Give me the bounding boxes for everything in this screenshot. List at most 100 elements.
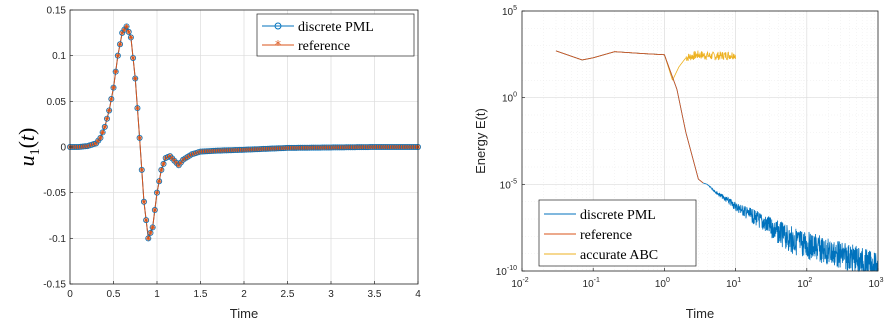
series-point-reference (161, 161, 166, 167)
left-xtick-label: 2.5 (281, 289, 295, 300)
series-point-reference (148, 230, 153, 236)
legend-label-accurate-abc: accurate ABC (580, 248, 658, 263)
series-point-discrete-pml (153, 189, 160, 196)
left-xtick-label: 0 (67, 289, 73, 300)
series-point-discrete-pml (125, 28, 132, 35)
series-point-reference (98, 135, 103, 141)
legend-marker-circle (274, 22, 282, 30)
left-xlabel: Time (230, 306, 258, 321)
series-point-discrete-pml (140, 198, 147, 205)
series-point-reference (124, 24, 129, 29)
series-point-discrete-pml (114, 52, 121, 59)
legend-marker-asterisk: * (275, 38, 281, 52)
left-xtick-label: 3 (328, 289, 334, 300)
series-point-reference (154, 190, 160, 196)
series-point-discrete-pml (110, 84, 117, 91)
series-point-discrete-pml (123, 23, 130, 30)
left-ticks: 0 0.5 1 1.5 2 2.5 3 3.5 4 -0.15 -0.1 -0.05 0 0.05 0.1 0… (43, 6, 421, 301)
left-legend: discrete PML * reference (256, 13, 415, 57)
series-point-reference (126, 29, 132, 35)
right-ytick-label: 10-10 (496, 265, 517, 278)
left-xtick-label: 2 (241, 289, 247, 300)
series-point-discrete-pml (130, 54, 137, 61)
series-point-discrete-pml (99, 129, 106, 136)
series-point-reference (137, 135, 142, 141)
series-point-reference (106, 108, 112, 113)
right-axes-box (521, 10, 879, 272)
series-point-reference (141, 199, 147, 205)
right-xtick-label: 10-2 (511, 277, 528, 290)
legend-label-reference: reference (298, 39, 350, 54)
series-point-reference (128, 35, 134, 40)
series-point-discrete-pml (97, 134, 104, 141)
left-ytick-label: 0.15 (47, 6, 67, 17)
series-point-discrete-pml (136, 134, 143, 141)
series-point-reference (113, 69, 119, 75)
series-point-reference (143, 217, 149, 223)
series-point-discrete-pml (160, 160, 167, 167)
series-point-reference (150, 224, 156, 230)
series-point-discrete-pml (149, 224, 156, 231)
series-point-discrete-pml (147, 229, 154, 236)
left-ytick-label: 0 (60, 143, 66, 154)
legend-label-discrete-pml: discrete PML (580, 208, 656, 223)
left-chart: 0 0.5 1 1.5 2 2.5 3 3.5 4 -0.15 -0.1 -0.05 0 0.05 0.1 0… (14, 6, 421, 322)
series-point-reference (158, 167, 164, 173)
series-point-reference (117, 41, 123, 47)
right-ytick-label: 10-5 (500, 178, 517, 191)
series-point-reference (139, 167, 145, 173)
series-point-reference (108, 96, 114, 102)
left-legend-box (256, 13, 415, 57)
legend-label-reference: reference (580, 228, 632, 243)
right-xtick-label: 100 (655, 277, 670, 290)
series-point-discrete-pml (134, 105, 141, 112)
left-ytick-label: 0.1 (52, 51, 66, 62)
series-point-discrete-pml (103, 115, 110, 122)
series-point-reference (111, 85, 116, 91)
right-xtick-label: 102 (797, 277, 812, 290)
series-point-reference (130, 55, 136, 61)
left-ylabel: u1(t) (14, 128, 43, 167)
right-xtick-label: 103 (868, 277, 883, 290)
right-ticks: 10-2 10-1 100 101 102 103 105 100 10-5 10-10 (496, 5, 884, 290)
series-point-reference (104, 116, 110, 122)
series-point-discrete-pml (151, 207, 158, 214)
series-point-discrete-pml (132, 75, 139, 82)
left-xtick-label: 1 (154, 289, 160, 300)
series-point-reference (135, 105, 140, 111)
series-point-discrete-pml (143, 217, 150, 224)
series-point-reference (100, 129, 106, 135)
right-legend: discrete PML reference accurate ABC (538, 199, 697, 267)
series-point-reference (145, 235, 151, 241)
series-point-reference (102, 124, 108, 130)
series-point-discrete-pml (127, 34, 134, 41)
series-point-discrete-pml (156, 178, 163, 185)
series-line-reference (555, 50, 704, 184)
left-xtick-label: 3.5 (368, 289, 382, 300)
right-series (555, 50, 879, 273)
right-ylabel: Energy E(t) (473, 108, 488, 174)
left-ytick-label: -0.15 (43, 280, 66, 291)
series-point-discrete-pml (158, 166, 165, 173)
legend-label-discrete-pml: discrete PML (298, 20, 374, 35)
series-point-discrete-pml (106, 107, 113, 114)
series-point-reference (115, 53, 121, 59)
left-ytick-label: -0.1 (49, 234, 67, 245)
right-xlabel: Time (686, 306, 714, 321)
left-ytick-label: 0.05 (47, 97, 67, 108)
series-point-discrete-pml (101, 123, 108, 130)
left-ytick-label: -0.05 (43, 188, 66, 199)
right-legend-box (538, 199, 697, 267)
right-xtick-label: 101 (726, 277, 741, 290)
right-chart: 10-2 10-1 100 101 102 103 105 100 10-5 10-10 Ener… (473, 5, 884, 321)
right-xtick-label: 10-1 (583, 277, 600, 290)
series-point-reference (132, 76, 138, 81)
series-point-reference (156, 178, 162, 184)
right-ytick-label: 100 (502, 92, 517, 105)
series-point-discrete-pml (138, 166, 145, 173)
series-point-discrete-pml (145, 235, 152, 242)
series-point-discrete-pml (112, 68, 119, 75)
left-xtick-label: 0.5 (107, 289, 121, 300)
left-xtick-label: 4 (415, 289, 421, 300)
